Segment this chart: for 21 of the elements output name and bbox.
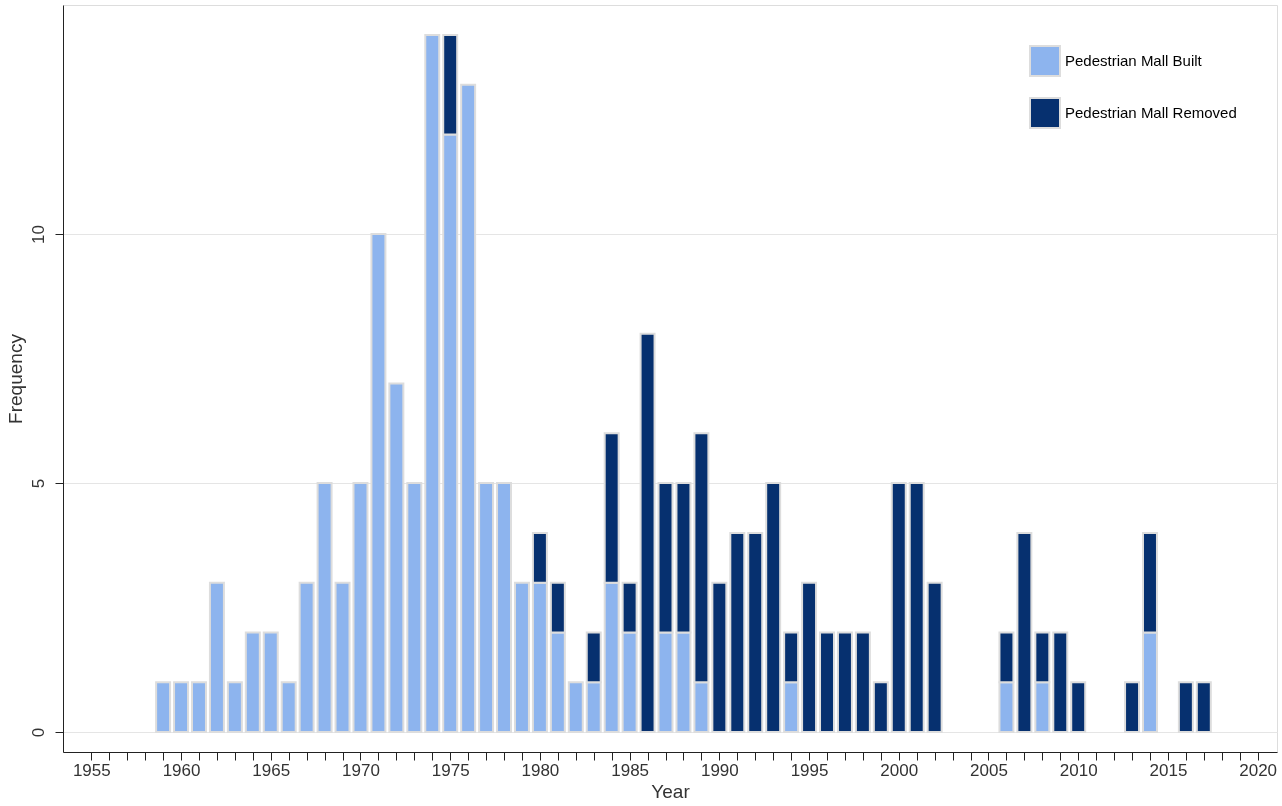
x-tick-label: 1995 [790, 760, 829, 780]
x-tick-label: 1980 [521, 760, 560, 780]
legend-label: Pedestrian Mall Removed [1065, 104, 1237, 121]
x-tick-label: 1955 [72, 760, 111, 780]
x-axis-title: Year [651, 780, 691, 802]
x-tick-label: 1965 [252, 760, 291, 780]
x-tick-label: 1985 [611, 760, 650, 780]
x-tick-label: 2020 [1239, 760, 1278, 780]
x-tick-label: 1960 [162, 760, 201, 780]
y-tick-label: 10 [28, 225, 48, 245]
x-tick-label: 1970 [342, 760, 380, 780]
x-tick-label: 2005 [970, 760, 1008, 780]
x-tick-label: 2010 [1059, 760, 1098, 780]
y-axis-title: Frequency [4, 333, 26, 424]
x-tick-label: 1990 [700, 760, 739, 780]
x-tick-label: 1975 [431, 760, 470, 780]
legend-label: Pedestrian Mall Built [1065, 52, 1203, 69]
x-tick-label: 2015 [1149, 760, 1188, 780]
x-tick-label: 2000 [880, 760, 919, 780]
y-tick-label: 0 [28, 727, 48, 738]
y-tick-label: 5 [28, 478, 48, 489]
